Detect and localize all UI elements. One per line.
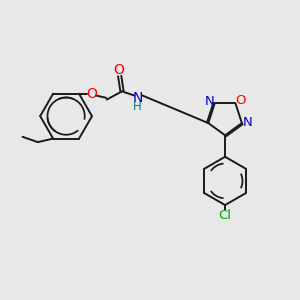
Text: Cl: Cl — [219, 209, 232, 222]
Text: O: O — [86, 87, 97, 101]
Text: N: N — [243, 116, 253, 129]
Text: N: N — [205, 95, 214, 108]
Text: O: O — [114, 63, 124, 76]
Text: H: H — [133, 100, 141, 112]
Text: N: N — [133, 91, 143, 105]
Text: O: O — [236, 94, 246, 107]
